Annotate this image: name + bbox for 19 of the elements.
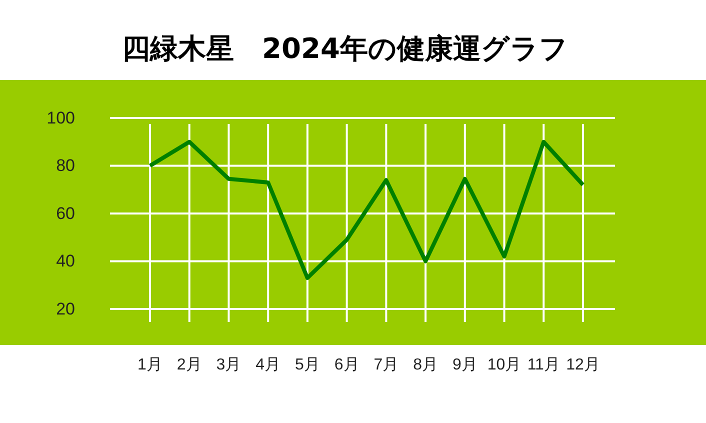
y-tick-label: 60	[56, 204, 75, 223]
y-tick-label: 20	[56, 299, 75, 318]
y-tick-label: 100	[46, 108, 75, 128]
x-tick-label: 7月	[374, 356, 399, 374]
x-tick-label: 9月	[452, 356, 478, 374]
y-tick-label: 40	[56, 252, 75, 271]
x-tick-label: 1月	[138, 356, 162, 374]
y-tick-label: 80	[56, 156, 75, 176]
x-tick-label: 5月	[295, 356, 320, 374]
x-tick-label: 8月	[413, 356, 438, 374]
line-series	[148, 140, 585, 280]
x-tick-label: 4月	[256, 356, 281, 374]
x-tick-label: 10月	[487, 356, 522, 374]
x-tick-label: 3月	[216, 356, 242, 374]
chart-title: 四緑木星 2024年の健康運グラフ	[122, 32, 568, 65]
x-tick-label: 2月	[176, 356, 202, 374]
x-tick-label: 11月	[527, 356, 560, 374]
x-tick-label: 6月	[334, 356, 360, 374]
x-tick-label: 12月	[566, 356, 600, 374]
